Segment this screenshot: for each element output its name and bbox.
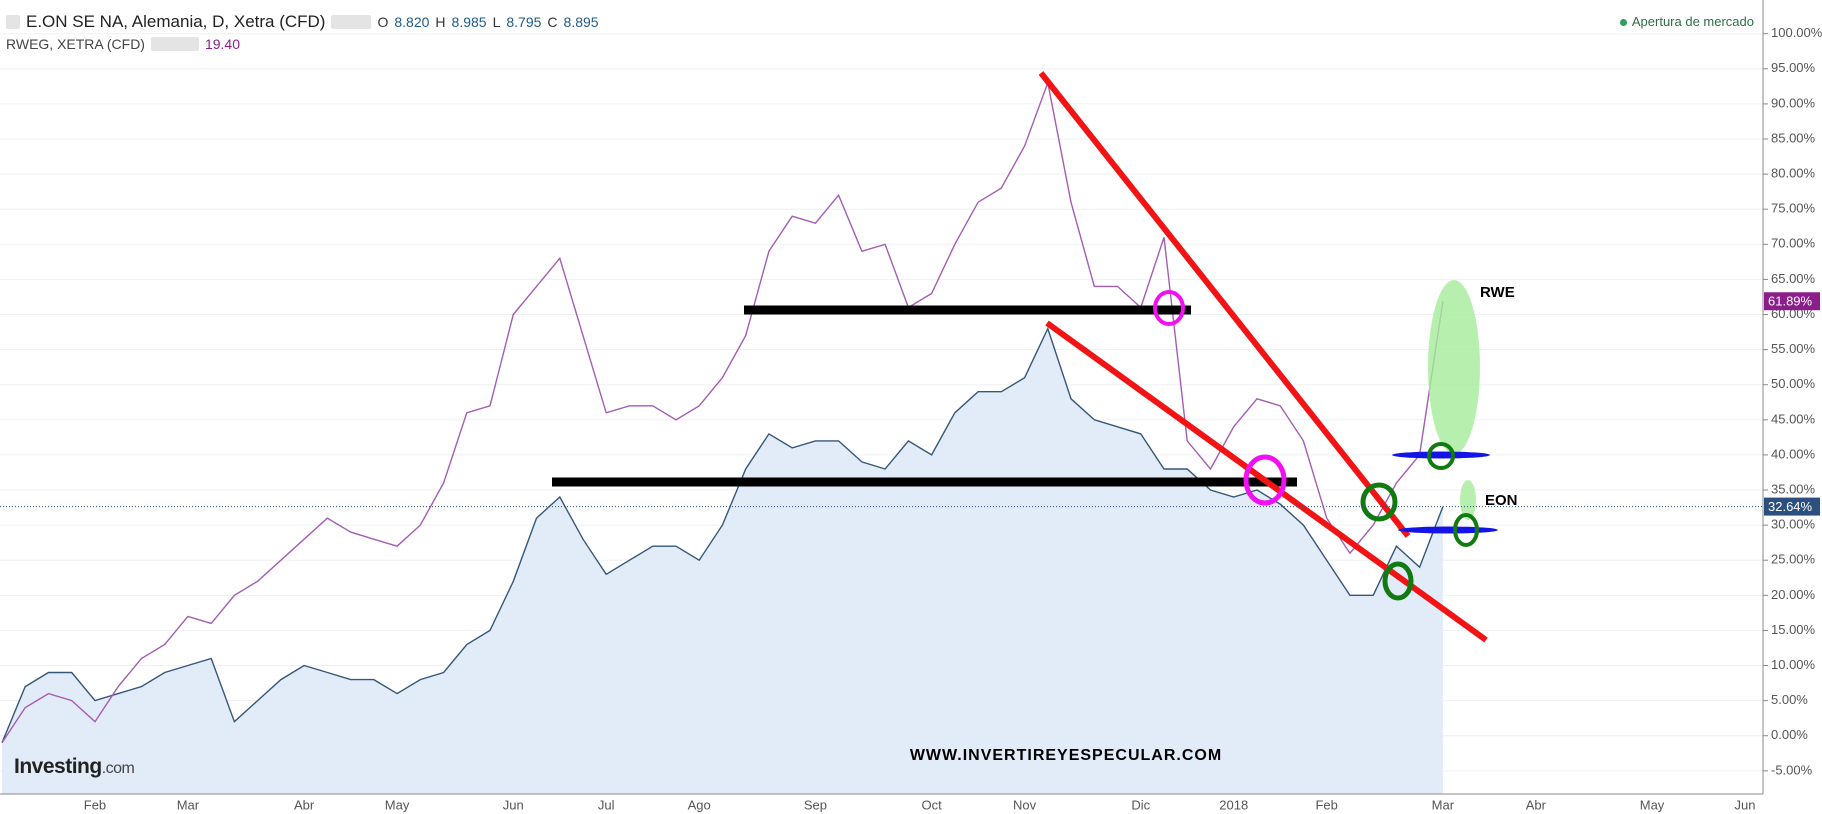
quotes: O 8.820 H 8.985 L 8.795 C 8.895 [377,14,598,30]
y-tick-label: 0.00% [1771,727,1808,742]
y-tick-label: 35.00% [1771,481,1816,496]
annotations: RWE EON WWW.INVERTIREYESPECULAR.COM [552,71,1518,764]
quote-value: 8.895 [563,14,599,30]
y-tick-label: 80.00% [1771,166,1816,181]
price-box [1764,497,1820,516]
x-tick-label: Abr [294,797,315,812]
y-tick-label: 15.00% [1771,622,1816,637]
legend-row: RWEG, XETRA (CFD) 19.40 [6,36,240,52]
y-tick-label: 75.00% [1771,201,1816,216]
quotes: 19.40 [205,36,240,52]
legend-title: RWEG, XETRA (CFD) [6,36,145,52]
y-tick-label: 40.00% [1771,446,1816,461]
market-status: Apertura de mercado [1620,14,1754,29]
quote-key: L [492,14,501,30]
trend-line [1038,71,1411,538]
y-tick-label: 45.00% [1771,411,1816,426]
x-tick-label: Mar [177,797,200,812]
legend-title: E.ON SE NA, Alemania, D, Xetra (CFD) [26,12,326,31]
quote-value: 8.820 [394,14,430,30]
x-tick-label: Oct [921,797,942,812]
x-tick-label: Nov [1013,797,1037,812]
circle [1153,290,1185,326]
y-tick-label: 70.00% [1771,236,1816,251]
circle [1360,482,1398,522]
y-tick-label: 10.00% [1771,657,1816,672]
annotation: RWE [1480,284,1515,301]
icon[interactable] [150,37,199,51]
highlight [1428,280,1480,454]
y-tick-label: 65.00% [1771,271,1816,286]
price-box [1764,292,1820,311]
x-tick-label: May [1640,797,1665,812]
x-tick-label: Dic [1131,797,1150,812]
x-tick-label: Feb [84,797,106,812]
y-tick-label: 90.00% [1771,95,1816,110]
level-mark [1398,526,1498,534]
x-tick-label: Jun [503,797,524,812]
x-tick-label: Ago [688,797,711,812]
quote-value: 19.40 [204,36,241,52]
y-tick-label: 50.00% [1771,376,1816,391]
icon[interactable] [6,15,20,29]
highlight [1460,480,1476,520]
quote-key: H [435,14,446,30]
y-tick-label: -5.00% [1771,762,1813,777]
y-tick-label: 25.00% [1771,552,1816,567]
price-label: 32.64% [1768,499,1813,514]
x-tick-label: May [385,797,410,812]
circle [1453,513,1479,547]
price-label: 61.89% [1768,294,1813,309]
y-tick-label: 55.00% [1771,341,1816,356]
quote-key: O [377,14,389,30]
circle [1427,442,1455,470]
x-tick-label: Sep [804,797,827,812]
y-tick-label: 100.00% [1771,25,1822,40]
watermark: WWW.INVERTIREYESPECULAR.COM [910,747,1222,764]
y-tick-label: 30.00% [1771,517,1816,532]
x-tick-label: Jun [1735,797,1756,812]
logo-text: Investing [14,755,102,778]
legend-row: E.ON SE NA, Alemania, D, Xetra (CFD) O 8.… [6,12,599,32]
x-tick-label: Mar [1432,797,1455,812]
quote-value: 8.795 [506,14,542,30]
quote-key: C [547,14,558,30]
y-tick-label: 20.00% [1771,587,1816,602]
area [2,328,1443,794]
series [1,80,1444,794]
y-tick-label: 5.00% [1771,692,1808,707]
logo: Investing.com [14,755,135,779]
x-tick-label: Abr [1526,797,1547,812]
circle [1382,561,1414,601]
circle [1243,454,1287,506]
level-mark [1392,451,1490,459]
annotation: EON [1485,492,1518,509]
quote-value: 8.985 [451,14,487,30]
y-tick-label: 95.00% [1771,60,1816,75]
icon[interactable] [331,15,372,29]
x-tick-label: Jul [598,797,615,812]
trend-line [1045,320,1488,643]
logo-text: .com [101,760,135,777]
line [1,80,1444,744]
x-tick-label: 2018 [1219,797,1248,812]
y-tick-label: 85.00% [1771,130,1816,145]
x-tick-label: Feb [1315,797,1337,812]
